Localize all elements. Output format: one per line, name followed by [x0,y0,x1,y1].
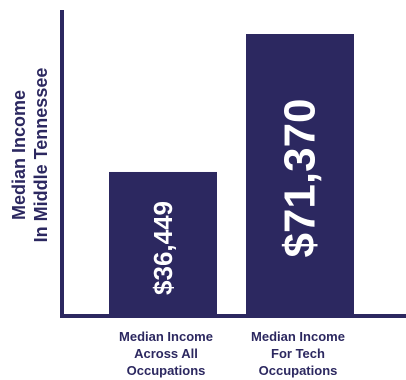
category-label-1-line-3: Occupations [127,363,206,378]
bar-value-label-2: $71,370 [276,98,325,257]
category-labels: Median Income Across All Occupations Median… [119,329,345,378]
bar-2 [246,34,354,316]
category-label-2-line-2: For Tech [271,346,325,361]
bar-value-label-1: $36,449 [148,201,178,295]
category-label-2-line-1: Median Income [251,329,345,344]
category-label-1-line-2: Across All [134,346,198,361]
y-axis-label-line-2: In Middle Tennessee [31,68,51,243]
category-label-1-line-1: Median Income [119,329,213,344]
bar-1 [109,171,217,316]
y-axis-label-line-1: Median Income [9,90,29,220]
bars-group: $36,449 $71,370 [109,34,354,316]
axes-group [60,10,406,318]
category-label-2-line-3: Occupations [259,363,338,378]
y-axis-label: Median Income In Middle Tennessee [9,68,51,243]
